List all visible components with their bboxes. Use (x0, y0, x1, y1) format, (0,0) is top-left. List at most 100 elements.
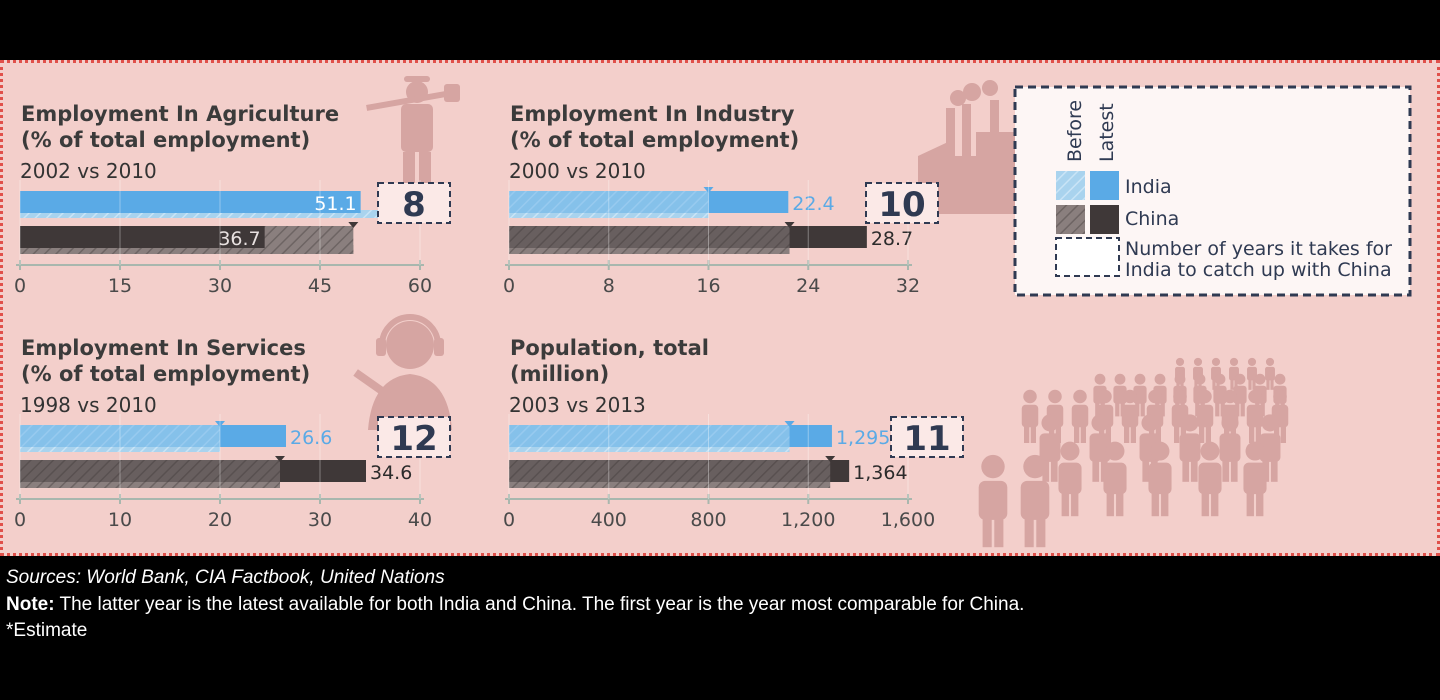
x-tick-label: 24 (796, 275, 820, 297)
chart-subtitle: (% of total employment) (21, 362, 310, 386)
person-leg (1124, 426, 1130, 443)
person-head (1134, 373, 1146, 385)
crowd-person (1265, 357, 1275, 390)
person-head (1150, 441, 1170, 461)
legend-india-before-swatch (1056, 171, 1085, 200)
person-body (1148, 462, 1172, 495)
person-head (1254, 373, 1266, 385)
person-leg (1182, 460, 1190, 482)
person-leg (1042, 460, 1050, 482)
bar-india-before-overlay (20, 425, 220, 447)
crowd-person (1243, 441, 1267, 517)
person-leg (1116, 493, 1124, 517)
person-body (1113, 385, 1127, 404)
crowd-person (1196, 389, 1214, 443)
person-head (1234, 373, 1246, 385)
chart-years: 1998 vs 2010 (20, 393, 157, 417)
crowd-person (1193, 357, 1203, 390)
person-head (981, 454, 1005, 479)
chart-title: Employment In Services (21, 336, 306, 360)
person-leg (1190, 460, 1198, 482)
person-leg (1280, 426, 1286, 443)
x-tick-label: 15 (108, 275, 132, 297)
marker-china-before (825, 456, 836, 462)
person-leg (1215, 403, 1220, 417)
legend-catch-up-line2: India to catch up with China (1125, 259, 1392, 281)
legend-india-label: India (1125, 176, 1172, 198)
legend-china-latest-swatch (1090, 205, 1119, 234)
person-leg (1050, 460, 1058, 482)
person-leg (1266, 379, 1270, 390)
x-tick-label: 45 (308, 275, 332, 297)
person-leg (1151, 493, 1159, 517)
person-head (1148, 389, 1162, 404)
crowd-person (1246, 389, 1264, 443)
catch-up-box (377, 416, 451, 458)
person-leg (1240, 403, 1245, 417)
person-head (1123, 389, 1137, 404)
note-text: The latter year is the latest available … (54, 593, 1025, 615)
person-head (1175, 357, 1185, 366)
person-leg (1199, 426, 1205, 443)
person-body (1265, 366, 1275, 381)
person-body (1259, 433, 1281, 462)
person-head (1048, 389, 1062, 404)
footer: Sources: World Bank, CIA Factbook, Unite… (6, 565, 1426, 645)
x-tick-label: 0 (14, 509, 26, 531)
bar-india-latest (20, 191, 361, 213)
person-leg (1252, 379, 1256, 390)
catch-up-years: 12 (390, 419, 437, 459)
person-leg (1074, 426, 1080, 443)
crowd-icon (978, 357, 1289, 548)
person-head (1200, 441, 1220, 461)
x-tick-label: 20 (208, 509, 232, 531)
note-label: Note: (6, 593, 55, 615)
person-leg (1030, 426, 1036, 443)
crowd-person (1148, 441, 1172, 517)
person-head (1114, 373, 1126, 385)
person-leg (1174, 426, 1180, 443)
x-tick-label: 30 (208, 275, 232, 297)
person-head (1105, 441, 1125, 461)
bar-china-before-overlay (20, 460, 280, 482)
person-head (1198, 389, 1212, 404)
call-center-agent-icon (353, 314, 452, 430)
person-head (1229, 357, 1239, 366)
person-body (1179, 433, 1201, 462)
person-head (1141, 414, 1159, 432)
person-head (1261, 414, 1279, 432)
chart-title: Employment In Industry (510, 102, 795, 126)
x-tick-label: 0 (503, 275, 515, 297)
legend-latest-label: Latest (1096, 103, 1118, 162)
legend-china-label: China (1125, 208, 1179, 230)
legend-india-latest-swatch (1090, 171, 1119, 200)
label-china: 28.7 (871, 228, 913, 250)
person-head (1094, 373, 1106, 385)
person-leg (1212, 379, 1216, 390)
person-head (1223, 389, 1237, 404)
person-head (1194, 373, 1206, 385)
bar-india-before (509, 444, 790, 452)
person-body (1058, 462, 1082, 495)
person-leg (1198, 379, 1202, 390)
person-body (978, 480, 1008, 520)
crowd-person (1219, 414, 1241, 482)
marker-india-before (784, 421, 795, 427)
chart-subtitle: (% of total employment) (21, 128, 310, 152)
person-leg (1176, 379, 1180, 390)
person-body (1196, 404, 1214, 428)
person-head (1154, 373, 1166, 385)
person-head (1073, 389, 1087, 404)
person-leg (1230, 460, 1238, 482)
crowd-person (978, 454, 1008, 548)
person-head (1221, 414, 1239, 432)
person-head (1265, 357, 1275, 366)
person-head (1248, 389, 1262, 404)
person-leg (1130, 426, 1136, 443)
crowd-person (1179, 414, 1201, 482)
person-leg (1140, 403, 1145, 417)
label-china: 1,364 (853, 462, 907, 484)
person-body (1039, 433, 1061, 462)
chart-2: Employment In Industry(% of total employ… (503, 102, 939, 297)
legend-china-before-swatch (1056, 205, 1085, 234)
